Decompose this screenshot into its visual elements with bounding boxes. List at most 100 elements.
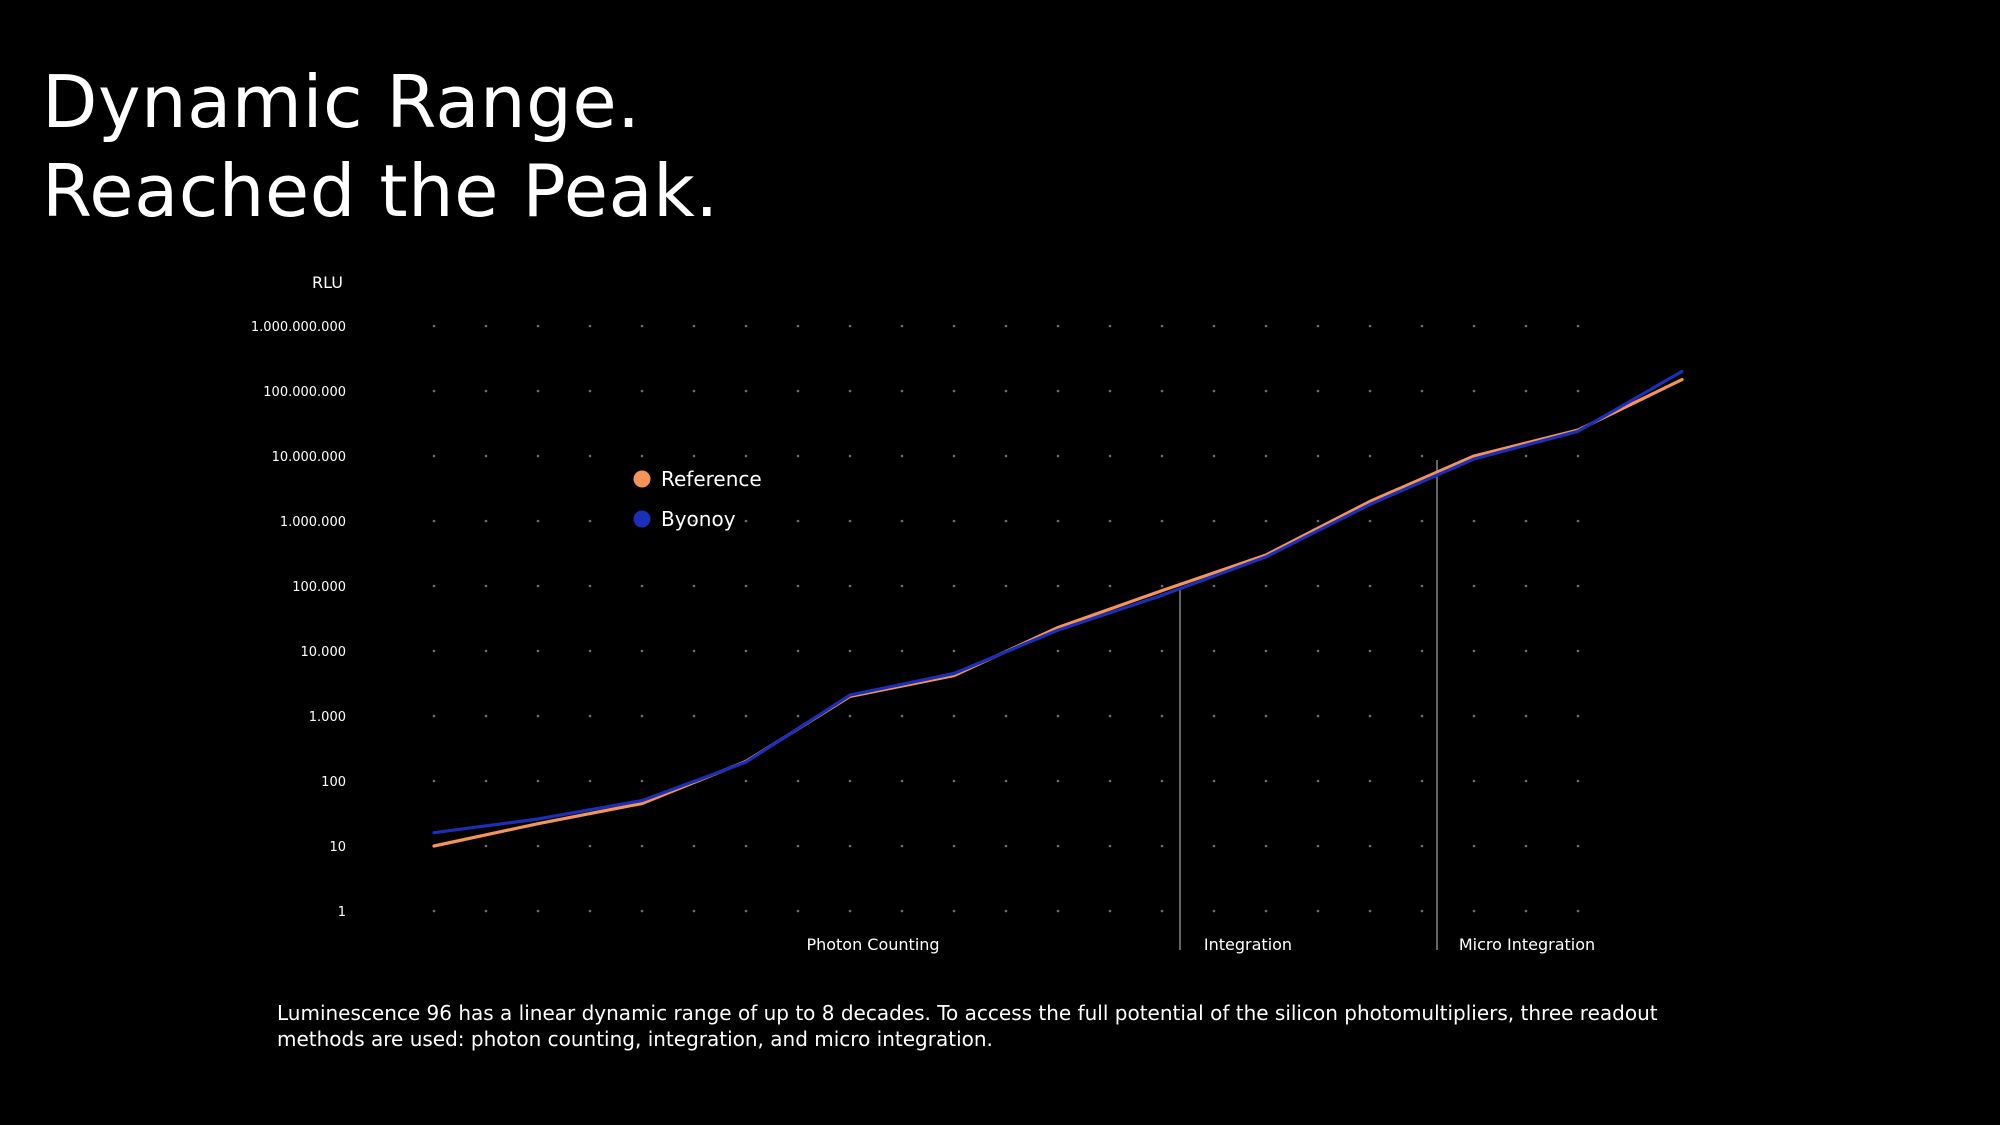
grid-dot	[1264, 389, 1268, 393]
grid-dot	[1004, 584, 1008, 588]
grid-dot	[1108, 909, 1112, 913]
legend: Reference Byonoy	[633, 467, 762, 531]
grid-dot	[744, 909, 748, 913]
grid-dot	[1056, 649, 1060, 653]
grid-dot	[1368, 584, 1372, 588]
grid-dot	[1004, 844, 1008, 848]
grid-dot	[744, 649, 748, 653]
grid-dot	[432, 584, 436, 588]
y-tick-label: 1	[338, 905, 346, 920]
grid-dot	[796, 714, 800, 718]
grid-dot	[484, 844, 488, 848]
grid-dot	[1524, 844, 1528, 848]
grid-dot	[744, 844, 748, 848]
grid-dot	[1108, 389, 1112, 393]
legend-label: Byonoy	[661, 507, 736, 531]
grid-dot	[692, 519, 696, 523]
headline-line-2: Reached the Peak.	[42, 149, 719, 233]
grid-dot	[588, 584, 592, 588]
grid-dot	[692, 454, 696, 458]
dot-grid	[432, 324, 1580, 913]
grid-dot	[1472, 779, 1476, 783]
grid-dot	[848, 324, 852, 328]
grid-dot	[1368, 324, 1372, 328]
grid-dot	[900, 844, 904, 848]
grid-dot	[1576, 324, 1580, 328]
grid-dot	[1524, 649, 1528, 653]
y-tick-label: 100	[321, 775, 346, 790]
grid-dot	[1316, 324, 1320, 328]
grid-dot	[1368, 519, 1372, 523]
grid-dot	[796, 909, 800, 913]
grid-dot	[640, 909, 644, 913]
grid-dot	[588, 909, 592, 913]
grid-dot	[640, 844, 644, 848]
grid-dot	[1420, 649, 1424, 653]
grid-dot	[692, 324, 696, 328]
grid-dot	[1160, 389, 1164, 393]
grid-dot	[1108, 779, 1112, 783]
grid-dot	[900, 454, 904, 458]
grid-dot	[1108, 844, 1112, 848]
grid-dot	[900, 519, 904, 523]
grid-dot	[952, 844, 956, 848]
grid-dot	[1576, 909, 1580, 913]
grid-dot	[1420, 519, 1424, 523]
grid-dot	[1056, 584, 1060, 588]
grid-dot	[1160, 909, 1164, 913]
grid-dot	[1316, 909, 1320, 913]
grid-dot	[1004, 389, 1008, 393]
grid-dot	[1368, 389, 1372, 393]
grid-dot	[1160, 779, 1164, 783]
grid-dot	[796, 389, 800, 393]
grid-dot	[1316, 519, 1320, 523]
grid-dot	[900, 714, 904, 718]
grid-dot	[1316, 649, 1320, 653]
grid-dot	[1472, 649, 1476, 653]
grid-dot	[848, 584, 852, 588]
grid-dot	[744, 519, 748, 523]
grid-dot	[900, 389, 904, 393]
y-tick-label: 100.000	[292, 580, 346, 595]
grid-dot	[1472, 389, 1476, 393]
region-labels: Photon Counting Integration Micro Integrat…	[806, 935, 1595, 954]
grid-dot	[640, 779, 644, 783]
grid-dot	[952, 519, 956, 523]
grid-dot	[1472, 324, 1476, 328]
series-line-byonoy	[432, 369, 1684, 835]
grid-dot	[1004, 519, 1008, 523]
grid-dot	[1524, 584, 1528, 588]
grid-dot	[640, 454, 644, 458]
grid-dot	[588, 324, 592, 328]
grid-dot	[536, 844, 540, 848]
headline-line-1: Dynamic Range.	[42, 60, 641, 144]
grid-dot	[484, 519, 488, 523]
grid-dot	[744, 389, 748, 393]
legend-swatch	[633, 470, 651, 488]
grid-dot	[1576, 844, 1580, 848]
grid-dot	[1524, 909, 1528, 913]
grid-dot	[1524, 324, 1528, 328]
grid-dot	[432, 649, 436, 653]
grid-dot	[1264, 454, 1268, 458]
grid-dot	[640, 584, 644, 588]
region-label: Integration	[1204, 935, 1292, 954]
grid-dot	[1160, 519, 1164, 523]
grid-dot	[952, 454, 956, 458]
grid-dot	[1524, 389, 1528, 393]
grid-dot	[536, 779, 540, 783]
grid-dot	[1160, 649, 1164, 653]
region-label: Micro Integration	[1459, 935, 1595, 954]
grid-dot	[1368, 909, 1372, 913]
grid-dot	[432, 389, 436, 393]
grid-dot	[484, 454, 488, 458]
legend-label: Reference	[661, 467, 762, 491]
grid-dot	[536, 584, 540, 588]
grid-dot	[952, 649, 956, 653]
grid-dot	[744, 454, 748, 458]
grid-dot	[1004, 909, 1008, 913]
grid-dot	[484, 649, 488, 653]
grid-dot	[900, 649, 904, 653]
grid-dot	[952, 324, 956, 328]
grid-dot	[1368, 714, 1372, 718]
